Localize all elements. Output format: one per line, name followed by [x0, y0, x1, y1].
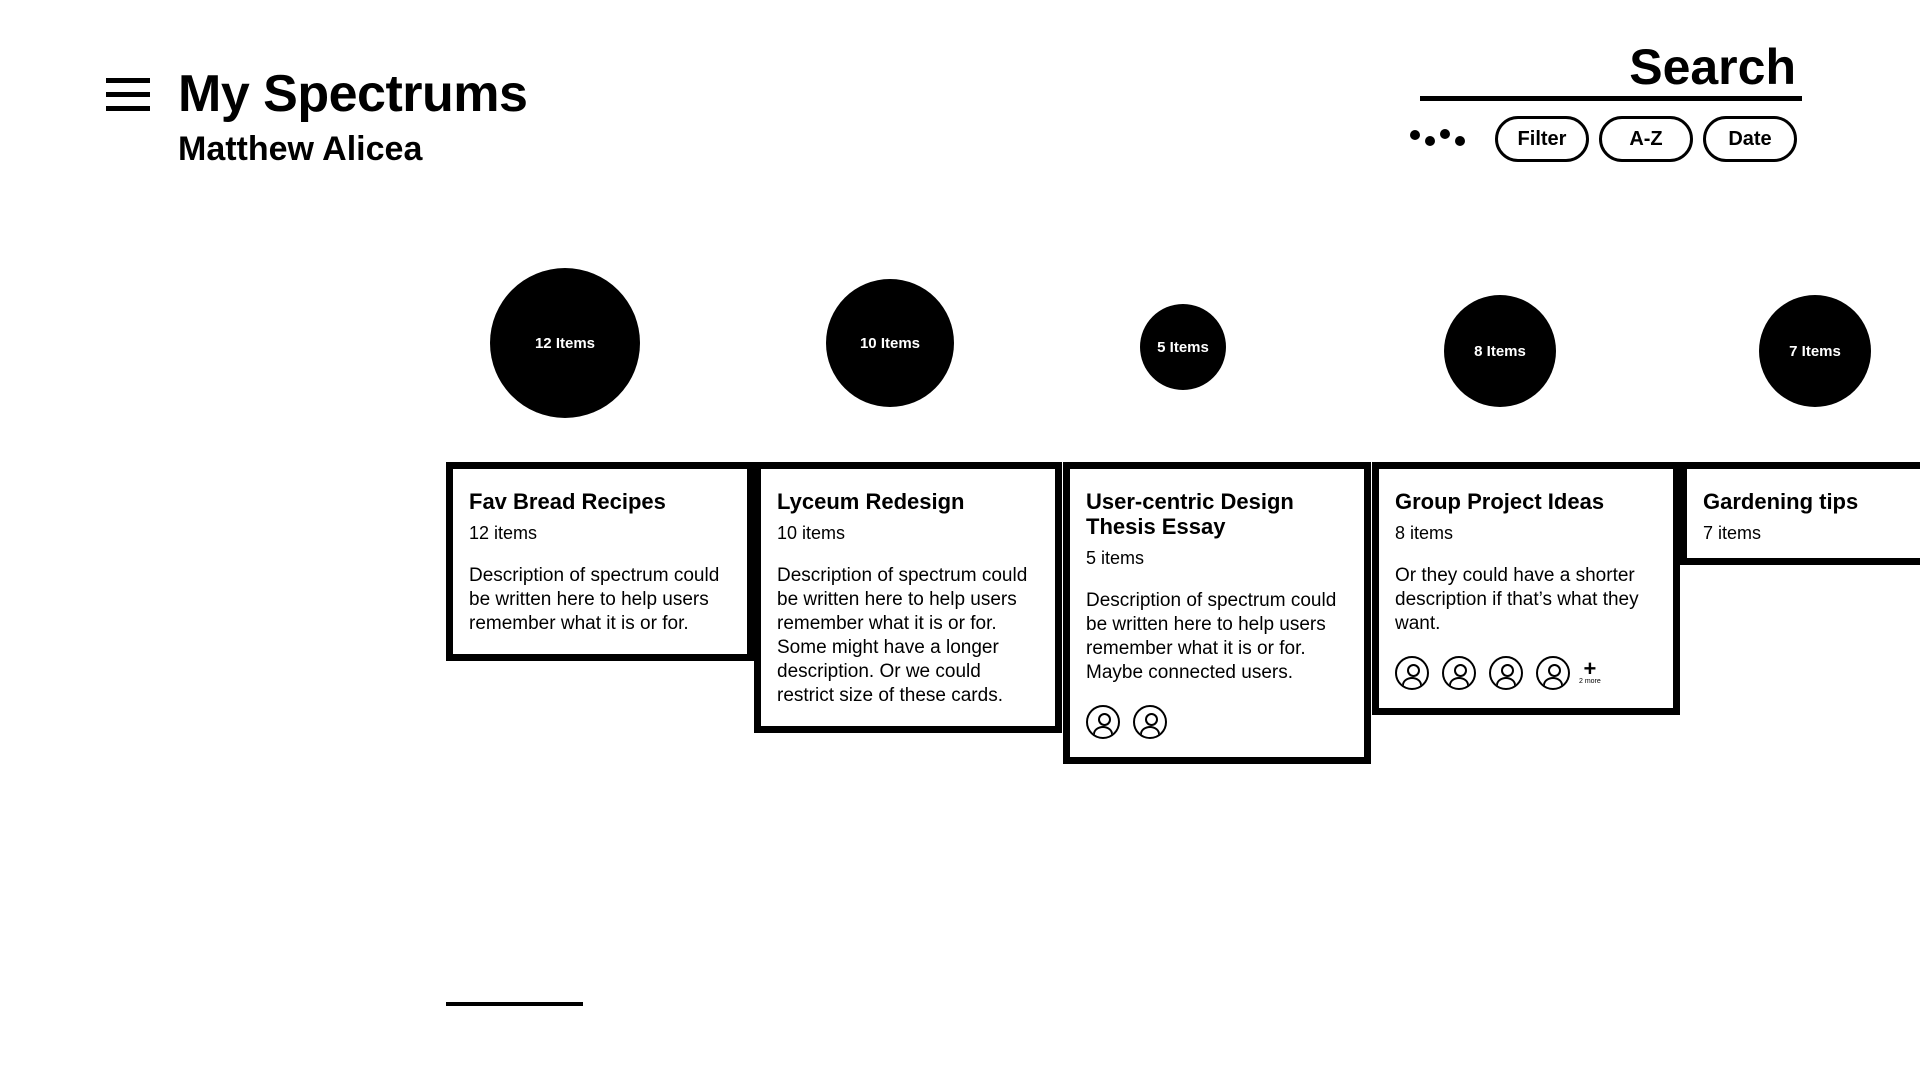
user-avatar-icon[interactable]	[1442, 656, 1476, 690]
card-item-count: 10 items	[777, 523, 846, 543]
card-item-count: 5 items	[1086, 548, 1145, 568]
connected-users	[1086, 705, 1346, 739]
card-description: Description of spectrum could be written…	[469, 565, 720, 634]
spectrum-bubble[interactable]: 8 Items	[1444, 295, 1556, 407]
filter-button[interactable]: Filter	[1495, 116, 1589, 162]
spectrum-card[interactable]: User-centric Design Thesis Essay 5 items…	[1063, 462, 1371, 764]
spectrum-card[interactable]: Gardening tips 7 items	[1680, 462, 1920, 565]
spectrum-card[interactable]: Lyceum Redesign 10 items Description of …	[754, 462, 1062, 733]
more-users-label: 2 more	[1579, 678, 1601, 685]
user-avatar-icon[interactable]	[1395, 656, 1429, 690]
user-avatar-icon[interactable]	[1086, 705, 1120, 739]
spectrum-bubble[interactable]: 10 Items	[826, 279, 954, 407]
dots-icon[interactable]	[1410, 126, 1466, 148]
sort-date-button[interactable]: Date	[1703, 116, 1797, 162]
more-users-button[interactable]: + 2 more	[1579, 656, 1601, 686]
spectrum-card[interactable]: Fav Bread Recipes 12 items Description o…	[446, 462, 754, 661]
user-name: Matthew Alicea	[178, 130, 423, 168]
card-title: User-centric Design Thesis Essay	[1086, 489, 1294, 539]
card-title: Lyceum Redesign	[777, 489, 965, 514]
search-input[interactable]	[1420, 38, 1802, 101]
card-item-count: 7 items	[1703, 523, 1762, 543]
page-title: My Spectrums	[178, 65, 528, 123]
user-avatar-icon[interactable]	[1489, 656, 1523, 690]
card-description: Description of spectrum could be written…	[777, 565, 1028, 706]
hamburger-menu-icon[interactable]	[106, 78, 150, 112]
spectrum-bubble[interactable]: 7 Items	[1759, 295, 1871, 407]
user-avatar-icon[interactable]	[1536, 656, 1570, 690]
plus-icon: +	[1583, 656, 1597, 681]
card-title: Gardening tips	[1703, 489, 1859, 514]
card-title: Fav Bread Recipes	[469, 489, 666, 514]
spectrum-bubble[interactable]: 5 Items	[1140, 304, 1226, 390]
card-description: Or they could have a shorter description…	[1395, 565, 1639, 634]
spectrum-card[interactable]: Group Project Ideas 8 items Or they coul…	[1372, 462, 1680, 715]
card-item-count: 12 items	[469, 523, 538, 543]
sort-az-button[interactable]: A-Z	[1599, 116, 1693, 162]
user-avatar-icon[interactable]	[1133, 705, 1167, 739]
connected-users: + 2 more	[1395, 656, 1655, 690]
scroll-indicator[interactable]	[446, 1002, 583, 1006]
card-item-count: 8 items	[1395, 523, 1454, 543]
card-title: Group Project Ideas	[1395, 489, 1605, 514]
spectrum-bubble[interactable]: 12 Items	[490, 268, 640, 418]
card-description: Description of spectrum could be written…	[1086, 590, 1337, 683]
